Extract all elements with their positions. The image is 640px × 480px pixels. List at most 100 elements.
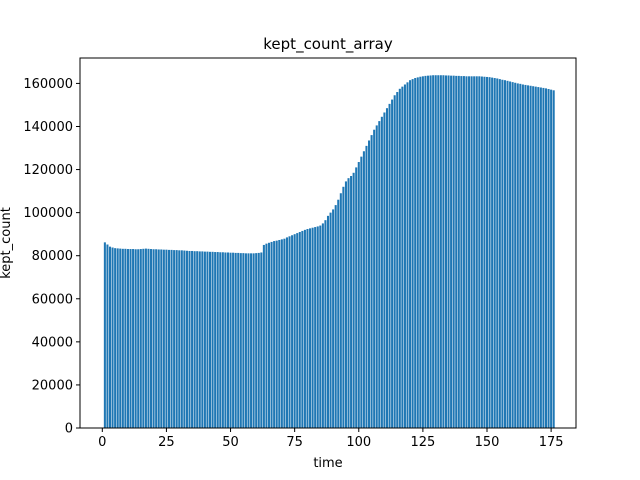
y-tick-label: 140000 (23, 120, 73, 135)
x-axis-label: time (313, 456, 342, 471)
bar (498, 79, 501, 429)
bar (414, 78, 417, 428)
x-tick-label: 125 (410, 435, 435, 450)
bar (303, 229, 306, 428)
bar (342, 186, 345, 428)
y-tick-label: 60000 (32, 292, 73, 307)
bar (255, 253, 258, 428)
bar (468, 76, 471, 429)
bar (229, 252, 232, 428)
x-tick-label: 25 (158, 435, 175, 450)
bar (437, 75, 440, 428)
bar (406, 82, 409, 429)
x-tick-label: 50 (222, 435, 239, 450)
bar (339, 193, 342, 428)
bar (191, 250, 194, 428)
bar (383, 112, 386, 428)
bar (378, 121, 381, 428)
bar (470, 76, 473, 429)
bar (544, 88, 548, 429)
bar (496, 78, 499, 428)
x-tick-label: 75 (286, 435, 303, 450)
bar (475, 76, 478, 429)
bar (201, 251, 204, 428)
bar (368, 140, 371, 428)
bar (483, 76, 486, 428)
bar (493, 78, 496, 428)
bar (529, 85, 532, 429)
chart-title: kept_count_array (263, 35, 393, 54)
bar (442, 75, 445, 428)
bar (152, 249, 155, 428)
bar (455, 75, 458, 429)
bar (137, 249, 140, 428)
bar (239, 253, 242, 428)
bar (306, 229, 309, 428)
bar (232, 252, 235, 428)
bar (219, 252, 222, 428)
bar (385, 108, 389, 428)
bar (234, 252, 237, 428)
bar (188, 250, 191, 428)
bar (147, 248, 150, 428)
bar (129, 249, 132, 428)
bar (180, 250, 183, 428)
y-tick-label: 0 (65, 422, 73, 437)
bar (450, 75, 453, 429)
bar (429, 75, 432, 428)
bar (275, 240, 278, 428)
bar (244, 253, 247, 428)
bar (329, 212, 332, 428)
bar (155, 249, 158, 428)
bar (257, 252, 260, 428)
bar (103, 242, 106, 428)
bar (121, 248, 124, 428)
bar (373, 129, 376, 429)
y-axis-label: kept_count (0, 207, 14, 279)
bar (319, 225, 322, 428)
bar (334, 205, 337, 428)
bar (237, 252, 240, 428)
y-tick-label: 40000 (32, 335, 73, 350)
bar (278, 239, 281, 428)
bar (539, 87, 542, 428)
bar (139, 249, 142, 428)
bar (503, 80, 506, 428)
bar (416, 77, 419, 429)
bar (457, 75, 460, 429)
bar (393, 95, 396, 429)
bar (491, 77, 494, 428)
bar (285, 237, 288, 428)
bar (424, 75, 427, 429)
bar (142, 248, 145, 428)
bar (347, 178, 350, 428)
bar (439, 75, 442, 428)
bar (280, 239, 283, 428)
bar (380, 116, 383, 429)
bar (150, 249, 153, 428)
bar (216, 252, 219, 428)
bar (506, 80, 509, 429)
bar (552, 90, 555, 429)
bar (178, 250, 181, 428)
x-tick-label: 175 (539, 435, 564, 450)
bar (134, 249, 137, 428)
bar (432, 75, 435, 428)
bar (403, 84, 406, 428)
bar (409, 80, 412, 428)
bar (350, 176, 353, 428)
bar (326, 215, 330, 428)
bar (478, 76, 481, 429)
bar (473, 76, 476, 429)
bar (401, 86, 404, 428)
bar (262, 244, 265, 428)
bar (321, 223, 324, 428)
bar (288, 236, 291, 428)
bar (444, 75, 447, 428)
bar (419, 76, 422, 428)
bar (165, 249, 168, 428)
bar (398, 88, 401, 429)
y-tick-label: 120000 (23, 163, 73, 178)
bar (144, 248, 147, 428)
